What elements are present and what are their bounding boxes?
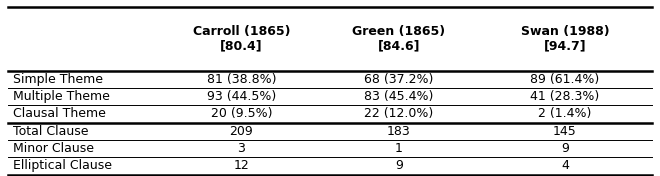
- Text: 81 (38.8%): 81 (38.8%): [207, 73, 276, 86]
- Text: 93 (44.5%): 93 (44.5%): [207, 90, 276, 103]
- Text: 145: 145: [553, 125, 577, 138]
- Text: Green (1865)
[84.6]: Green (1865) [84.6]: [352, 25, 446, 53]
- Text: 3: 3: [238, 142, 246, 155]
- Text: 22 (12.0%): 22 (12.0%): [364, 108, 434, 121]
- Text: 209: 209: [230, 125, 253, 138]
- Text: Elliptical Clause: Elliptical Clause: [13, 159, 112, 172]
- Text: 183: 183: [387, 125, 411, 138]
- Text: 12: 12: [234, 159, 249, 172]
- Text: 68 (37.2%): 68 (37.2%): [364, 73, 434, 86]
- Text: 9: 9: [395, 159, 403, 172]
- Text: 1: 1: [395, 142, 403, 155]
- Text: 20 (9.5%): 20 (9.5%): [211, 108, 272, 121]
- Text: 2 (1.4%): 2 (1.4%): [539, 108, 591, 121]
- Text: Total Clause: Total Clause: [13, 125, 88, 138]
- Text: Swan (1988)
[94.7]: Swan (1988) [94.7]: [521, 25, 609, 53]
- Text: 83 (45.4%): 83 (45.4%): [364, 90, 434, 103]
- Text: Clausal Theme: Clausal Theme: [13, 108, 106, 121]
- Text: 41 (28.3%): 41 (28.3%): [531, 90, 599, 103]
- Text: 9: 9: [561, 142, 569, 155]
- Text: Minor Clause: Minor Clause: [13, 142, 94, 155]
- Text: Multiple Theme: Multiple Theme: [13, 90, 110, 103]
- Text: Simple Theme: Simple Theme: [13, 73, 103, 86]
- Text: Carroll (1865)
[80.4]: Carroll (1865) [80.4]: [193, 25, 290, 53]
- Text: 4: 4: [561, 159, 569, 172]
- Text: 89 (61.4%): 89 (61.4%): [531, 73, 599, 86]
